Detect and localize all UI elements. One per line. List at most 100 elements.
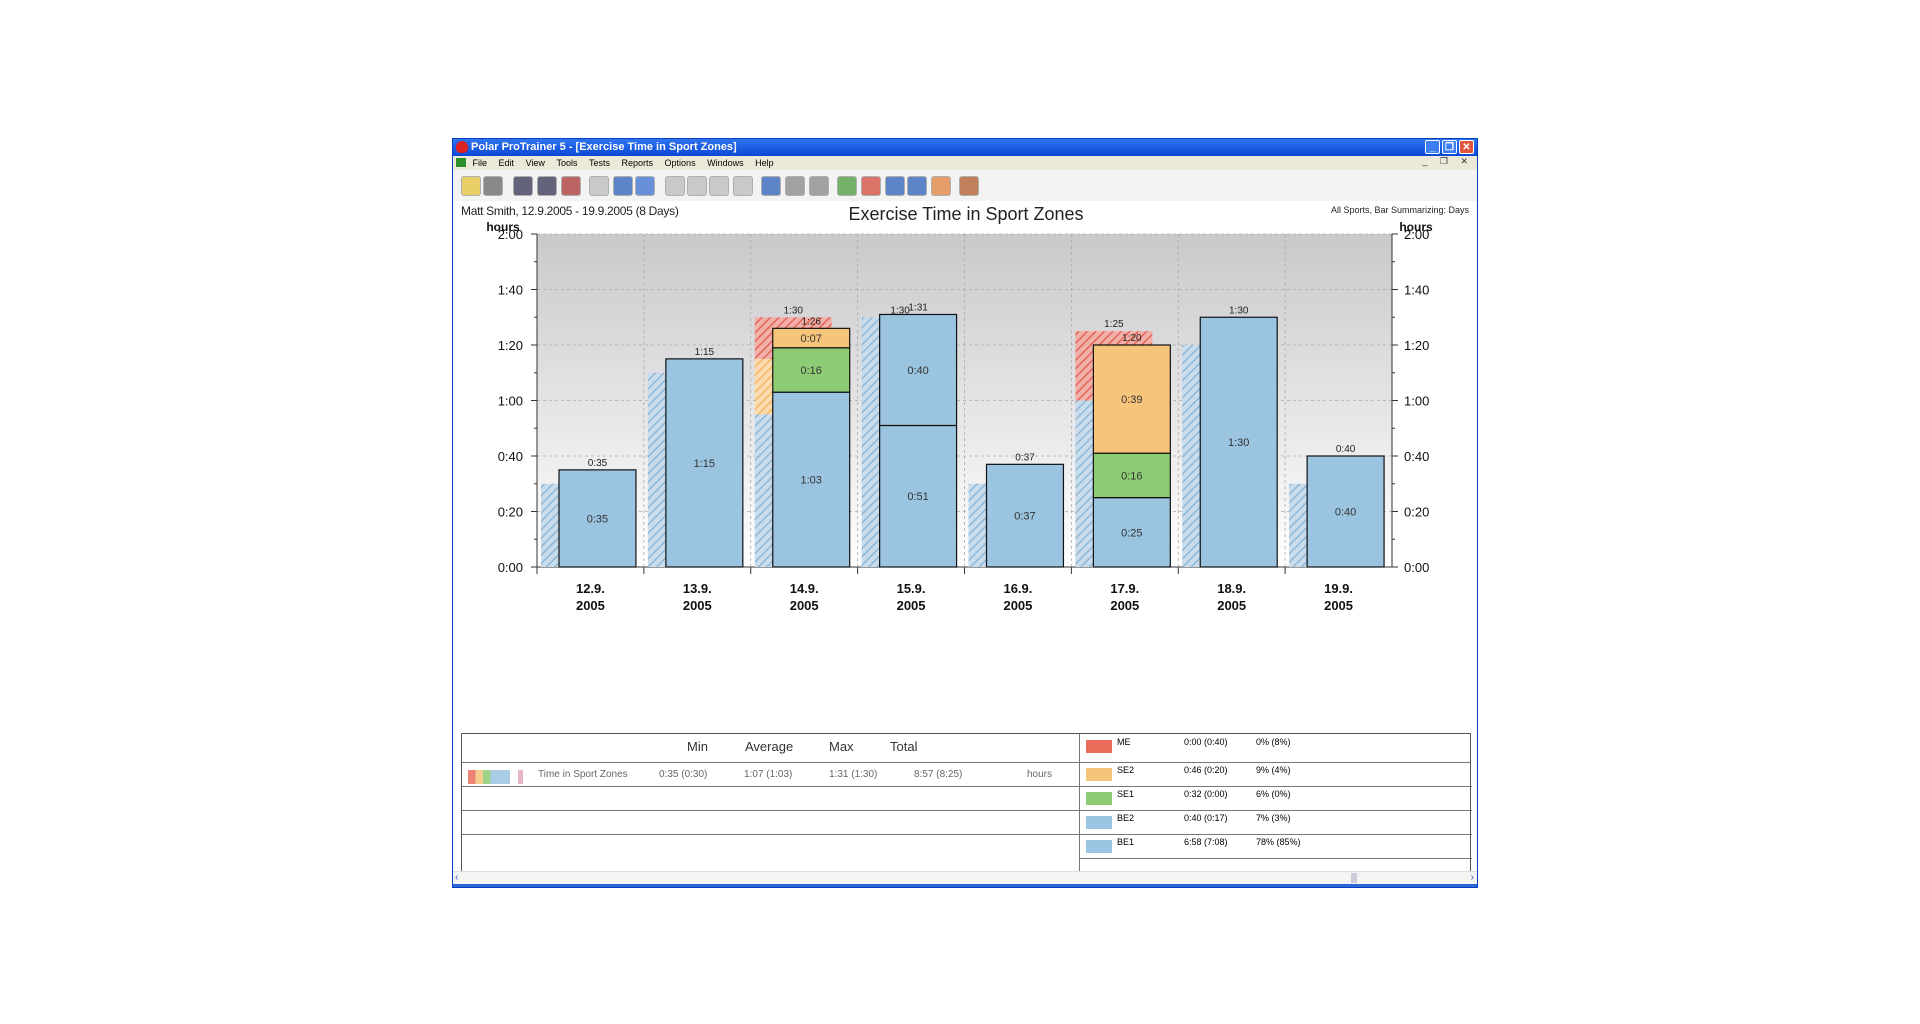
toolbar (453, 170, 1477, 202)
exercise-time-chart: Exercise Time in Sport Zones hours hours… (486, 204, 1433, 613)
open-folder-icon[interactable] (461, 176, 481, 196)
graph-1-icon[interactable] (837, 176, 857, 196)
zoom-icon[interactable] (761, 176, 781, 196)
horizontal-scrollbar[interactable]: ‹ › (453, 871, 1477, 885)
bar-segment (772, 347, 851, 393)
scrollbar-thumb[interactable] (1351, 873, 1357, 883)
calendar-icon[interactable] (589, 176, 609, 196)
maximize-button[interactable]: ❐ (1442, 140, 1457, 154)
row-max-value: 1:31 (1:30) (829, 769, 878, 780)
columns-icon[interactable] (733, 176, 753, 196)
chart-title: Exercise Time in Sport Zones (848, 204, 1083, 224)
zone-time-se1: 0:32 (0:00) (1184, 789, 1228, 799)
zone-name-se1: SE1 (1117, 789, 1135, 799)
download-icon[interactable] (785, 176, 805, 196)
mdi-window-controls[interactable]: _ ❐ ✕ (1422, 156, 1473, 166)
bar-segment (558, 469, 637, 568)
menu-edit[interactable]: Edit (498, 158, 515, 168)
menu-options[interactable]: Options (664, 158, 696, 168)
y-tick-label-left: 1:40 (498, 283, 523, 298)
row-total-value: 8:57 (8:25) (914, 769, 963, 780)
x-tick-label: 17.9. 2005 (1110, 581, 1139, 613)
report-content: Matt Smith, 12.9.2005 - 19.9.2005 (8 Day… (453, 201, 1477, 887)
col-header-min: Min (687, 739, 708, 754)
y-tick-label-left: 2:00 (498, 227, 523, 242)
segment-value-label: 0:37 (1014, 511, 1035, 523)
menu-help[interactable]: Help (755, 158, 774, 168)
users-icon[interactable] (959, 176, 979, 196)
y-tick-label-right: 0:00 (1404, 560, 1429, 575)
segment-value-label: 0:16 (801, 365, 822, 377)
row-average-value: 1:07 (1:03) (744, 769, 793, 780)
row-label-time-in-zones: Time in Sport Zones (538, 769, 628, 780)
y-tick-label-left: 0:20 (498, 505, 523, 520)
heart-monitor-2-icon[interactable] (537, 176, 557, 196)
window-title: Polar ProTrainer 5 - [Exercise Time in S… (471, 141, 737, 153)
segment-value-label: 0:51 (907, 491, 928, 503)
polar-app-icon (456, 141, 468, 153)
bar-segment (1092, 452, 1171, 499)
x-tick-label: 16.9. 2005 (1003, 581, 1032, 613)
device-icon[interactable] (561, 176, 581, 196)
y-tick-label-left: 0:40 (498, 449, 523, 464)
y-tick-label-right: 1:20 (1404, 338, 1429, 353)
graph-5-icon[interactable] (931, 176, 951, 196)
zone-name-be1: BE1 (1117, 837, 1135, 847)
segment-value-label: 0:40 (907, 365, 928, 377)
upload-icon[interactable] (809, 176, 829, 196)
graph-2-icon[interactable] (861, 176, 881, 196)
zone-row-be1: BE1 6:58 (7:08) 78% (85%) (1079, 834, 1472, 858)
zone-pct-be1: 78% (85%) (1256, 837, 1301, 847)
segment-value-label: 0:07 (801, 333, 822, 345)
menu-tools[interactable]: Tools (556, 158, 578, 168)
segment-value-label: 0:16 (1121, 470, 1142, 482)
sport-zone-marker (518, 770, 523, 784)
zone-pct-be2: 7% (3%) (1256, 813, 1291, 823)
zone-pct-se1: 6% (0%) (1256, 789, 1291, 799)
book-icon[interactable] (613, 176, 633, 196)
report-filter-info: All Sports, Bar Summarizing: Days (1330, 205, 1469, 215)
zone-name-se2: SE2 (1117, 765, 1135, 775)
bar-total-label: 0:35 (588, 458, 608, 469)
menu-windows[interactable]: Windows (707, 158, 744, 168)
minimize-button[interactable]: _ (1425, 140, 1440, 154)
x-tick-label: 13.9. 2005 (683, 581, 712, 613)
menu-tests[interactable]: Tests (588, 158, 610, 168)
bar-total-label: 1:15 (695, 347, 715, 358)
graph-3-icon[interactable] (885, 176, 905, 196)
graph-4-icon[interactable] (907, 176, 927, 196)
menu-file[interactable]: File (472, 158, 488, 168)
menu-reports[interactable]: Reports (621, 158, 654, 168)
bar-segment (1306, 455, 1385, 568)
segment-value-label: 1:15 (694, 458, 715, 470)
bar-segment (772, 327, 851, 349)
save-icon[interactable] (483, 176, 503, 196)
zone-swatch-be2 (1086, 816, 1112, 829)
list-icon[interactable] (709, 176, 729, 196)
x-tick-label: 14.9. 2005 (790, 581, 819, 613)
segment-value-label: 0:25 (1121, 527, 1142, 539)
col-header-total: Total (890, 739, 918, 754)
zone-row-me: ME 0:00 (0:40) 0% (8%) (1079, 734, 1472, 758)
line-chart-icon[interactable] (665, 176, 685, 196)
close-button[interactable]: ✕ (1459, 140, 1474, 154)
heart-monitor-icon[interactable] (513, 176, 533, 196)
scroll-left-icon[interactable]: ‹ (455, 872, 459, 883)
zone-name-be2: BE2 (1117, 813, 1135, 823)
zone-pct-se2: 9% (4%) (1256, 765, 1291, 775)
scroll-right-icon[interactable]: › (1470, 872, 1474, 883)
y-axis-label-left: hours (486, 220, 520, 234)
summary-table: Min Average Max Total Time in Sport Zone… (461, 733, 1472, 881)
segment-value-label: 0:40 (1335, 507, 1356, 519)
menu-view[interactable]: View (525, 158, 545, 168)
bar-total-label: 1:31 (908, 302, 928, 313)
bar-segment (879, 313, 958, 427)
document-icon[interactable] (456, 158, 466, 167)
title-bar[interactable]: Polar ProTrainer 5 - [Exercise Time in S… (453, 139, 1477, 156)
bar-chart-icon[interactable] (687, 176, 707, 196)
zone-row-be2: BE2 0:40 (0:17) 7% (3%) (1079, 810, 1472, 834)
zone-swatch-me (1086, 740, 1112, 753)
target-total-label: 1:25 (1104, 319, 1124, 330)
report-chart-icon[interactable] (635, 176, 655, 196)
segment-value-label: 0:39 (1121, 394, 1142, 406)
